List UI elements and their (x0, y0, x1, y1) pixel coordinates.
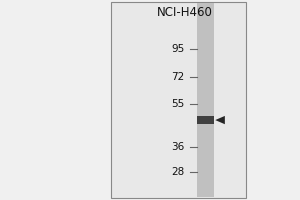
Bar (197, 3, 214, 197)
Text: NCI-H460: NCI-H460 (157, 5, 212, 19)
Text: 72: 72 (171, 72, 184, 82)
Bar (197, 116, 214, 124)
Polygon shape (215, 116, 225, 124)
Text: 55: 55 (171, 99, 184, 109)
Text: 36: 36 (171, 142, 184, 152)
Bar (111, 2, 246, 198)
Text: 28: 28 (171, 167, 184, 177)
Text: 95: 95 (171, 44, 184, 54)
